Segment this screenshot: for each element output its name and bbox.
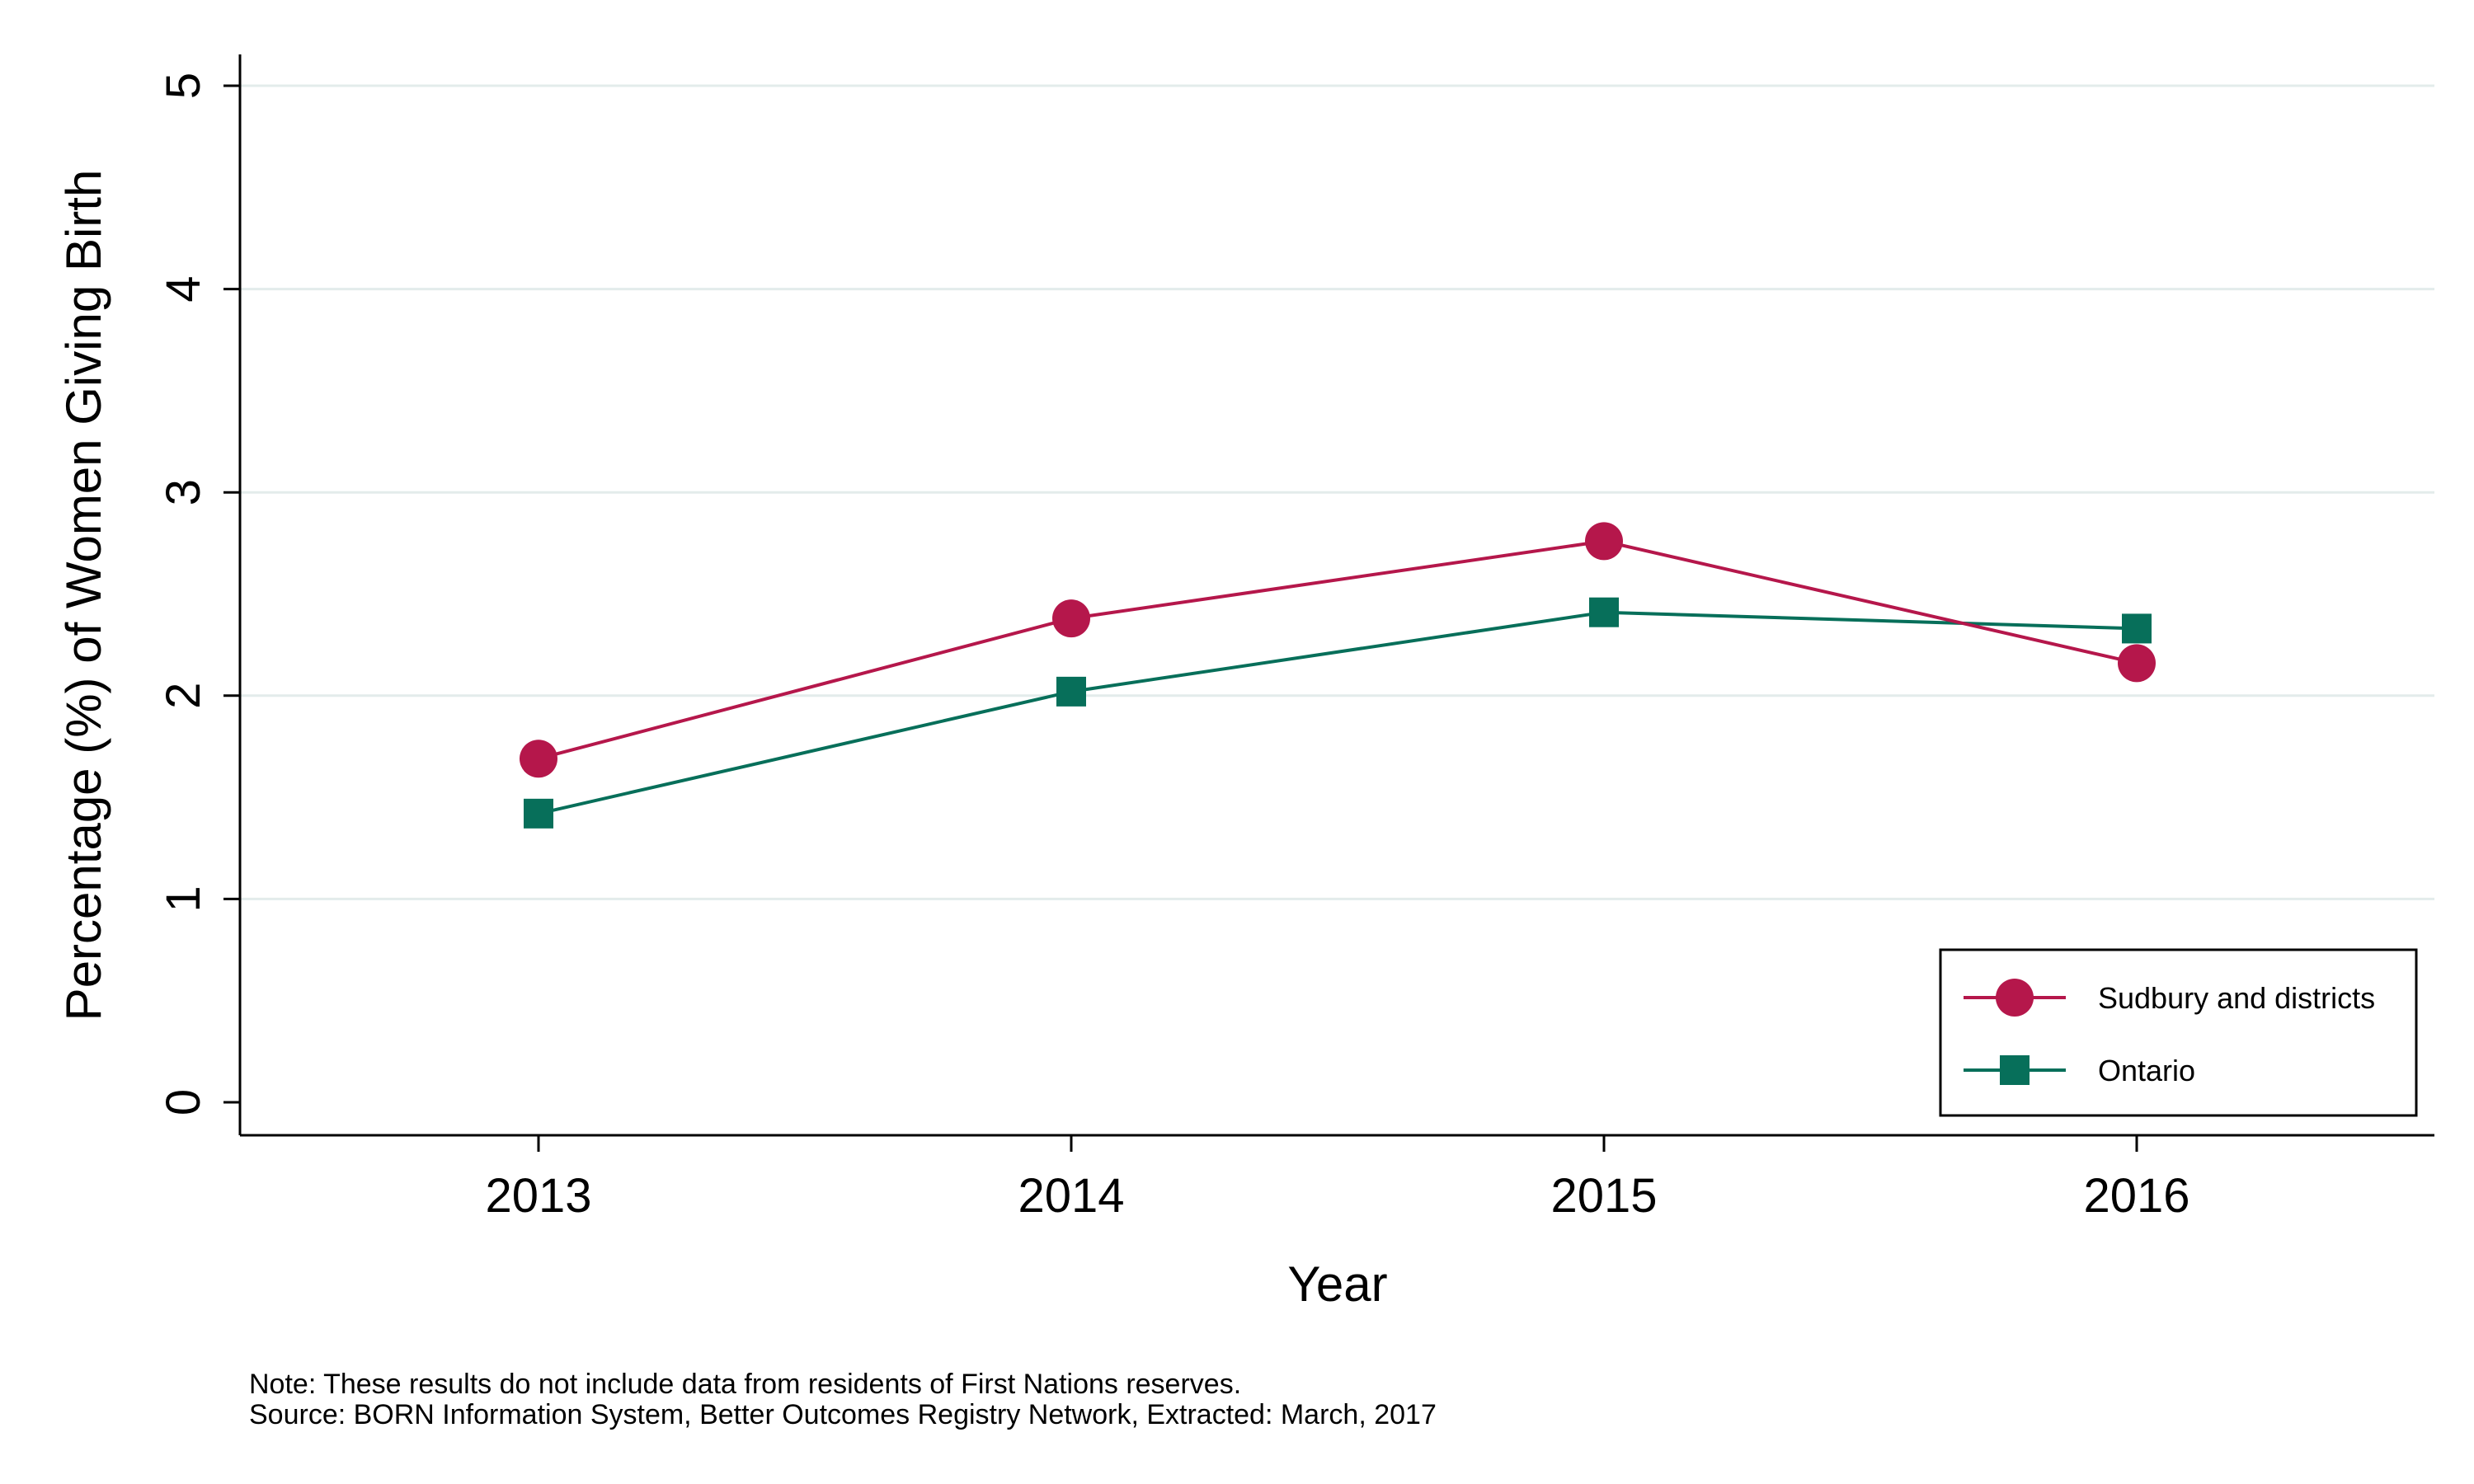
data-point — [520, 740, 557, 778]
y-ticks: 0 1 2 3 4 5 — [157, 73, 240, 1115]
data-point — [1589, 597, 1619, 627]
y-tick-label: 0 — [157, 1089, 210, 1115]
x-tick-label: 2015 — [1550, 1169, 1657, 1223]
y-tick-label: 3 — [157, 479, 210, 505]
data-point — [1056, 676, 1086, 707]
legend: Sudbury and districts Ontario — [1939, 948, 2418, 1117]
footnote-note: Note: These results do not include data … — [249, 1369, 1241, 1400]
axes — [238, 54, 2434, 1137]
data-point — [524, 798, 553, 829]
data-point — [2118, 644, 2156, 683]
x-ticks: 2013 2014 2015 2016 — [485, 1135, 2190, 1223]
y-tick-label: 1 — [157, 885, 210, 912]
data-point — [1585, 522, 1623, 561]
series — [520, 522, 2156, 829]
series-line — [538, 610, 2138, 815]
data-point — [1052, 599, 1090, 638]
x-tick-label: 2014 — [1018, 1169, 1124, 1223]
legend-marker-ontario — [2000, 1055, 2030, 1085]
y-tick-label: 2 — [157, 683, 210, 709]
y-tick-label: 4 — [157, 275, 210, 302]
y-tick-label: 5 — [157, 73, 210, 99]
legend-label-sudbury: Sudbury and districts — [2098, 981, 2375, 1015]
legend-marker-sudbury — [1996, 979, 2034, 1017]
y-axis-title: Percentage (%) of Women Giving Birth — [56, 170, 111, 1021]
x-tick-label: 2013 — [485, 1169, 591, 1223]
legend-label-ontario: Ontario — [2098, 1054, 2195, 1087]
data-point — [2122, 613, 2152, 644]
gridlines — [240, 84, 2434, 900]
footnote-source: Source: BORN Information System, Better … — [249, 1399, 1437, 1430]
series-line — [538, 539, 2138, 761]
x-tick-label: 2016 — [2083, 1169, 2189, 1223]
x-axis-title: Year — [1287, 1256, 1387, 1312]
legend-box — [1939, 948, 2418, 1117]
